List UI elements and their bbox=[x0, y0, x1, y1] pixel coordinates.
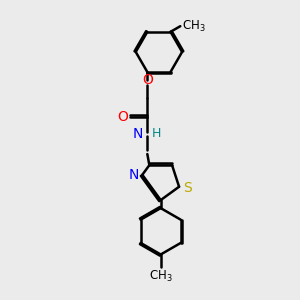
Text: N: N bbox=[133, 127, 143, 141]
Text: CH$_3$: CH$_3$ bbox=[182, 19, 206, 34]
Text: S: S bbox=[183, 181, 191, 195]
Text: H: H bbox=[152, 127, 161, 140]
Text: O: O bbox=[142, 73, 153, 87]
Text: N: N bbox=[128, 168, 139, 182]
Text: O: O bbox=[117, 110, 128, 124]
Text: CH$_3$: CH$_3$ bbox=[149, 269, 172, 284]
